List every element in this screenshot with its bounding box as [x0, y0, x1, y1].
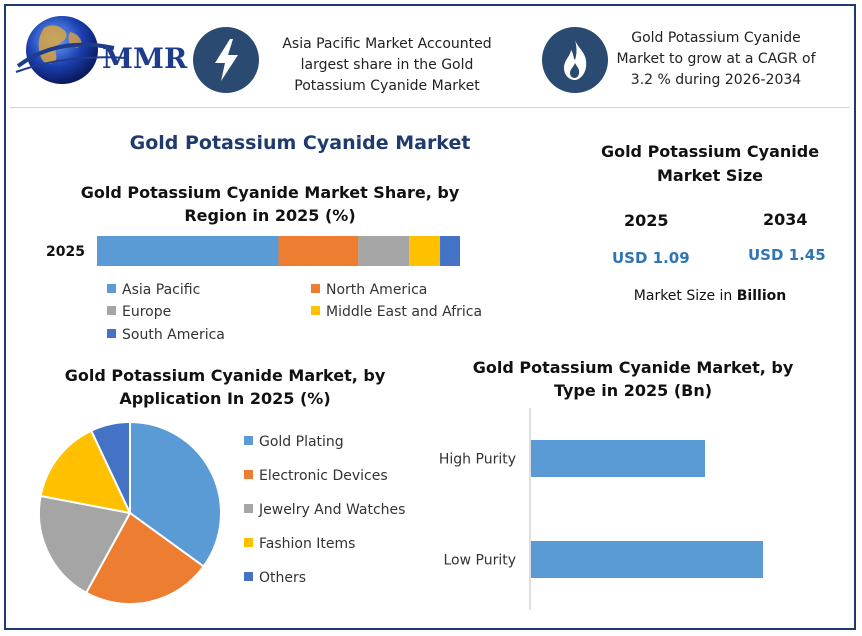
- header-divider: [10, 107, 850, 108]
- fact1-line: Potassium Cyanide Market: [294, 78, 480, 94]
- legend-label: Jewelry And Watches: [259, 502, 406, 518]
- bar-segment-middle-east-and-africa: [409, 236, 441, 266]
- type-title-line: Type in 2025 (Bn): [553, 381, 713, 400]
- type-category-label: High Purity: [439, 452, 516, 468]
- header-fact-cagr: Gold Potassium Cyanide Market to grow at…: [610, 28, 822, 91]
- legend-swatch: [244, 436, 253, 445]
- main-title: Gold Potassium Cyanide Market: [129, 132, 471, 154]
- year-2034-label: 2034: [763, 210, 808, 229]
- size-note-prefix: Market Size in: [633, 288, 737, 304]
- legend-item-europe: Europe: [107, 304, 171, 320]
- region-stacked-bar-chart: 2025: [46, 236, 460, 266]
- region-title-line: Gold Potassium Cyanide Market Share, by: [80, 183, 460, 202]
- legend-swatch: [244, 538, 253, 547]
- application-title-line: Application In 2025 (%): [119, 389, 331, 408]
- bar-segment-asia-pacific: [97, 236, 279, 266]
- legend-item-gold-plating: Gold Plating: [244, 434, 344, 450]
- application-pie-chart: [38, 420, 222, 605]
- legend-swatch: [107, 329, 116, 338]
- legend-item-fashion-items: Fashion Items: [244, 536, 355, 552]
- legend-item-electronic-devices: Electronic Devices: [244, 468, 388, 484]
- legend-item-asia-pacific: Asia Pacific: [107, 282, 200, 298]
- flame-icon: [542, 27, 608, 93]
- pie-slice-others: [89, 420, 131, 514]
- type-chart-title: Gold Potassium Cyanide Market, by Type i…: [470, 356, 796, 402]
- legend-label: Gold Plating: [259, 434, 344, 450]
- globe-icon: [15, 16, 127, 84]
- bar-segment-north-america: [278, 236, 359, 266]
- size-note-unit: Billion: [736, 288, 787, 304]
- legend-label: Europe: [122, 304, 172, 320]
- legend-swatch: [244, 470, 253, 479]
- bar-segment-south-america: [440, 236, 460, 266]
- application-chart-title: Gold Potassium Cyanide Market, by Applic…: [30, 364, 420, 410]
- header-fact-region: Asia Pacific Market Accounted largest sh…: [262, 34, 512, 97]
- legend-label: South America: [122, 327, 225, 343]
- legend-swatch: [107, 306, 116, 315]
- legend-label: Fashion Items: [259, 536, 356, 552]
- region-category-label: 2025: [46, 244, 85, 260]
- pie-slice-electronic-devices: [84, 511, 206, 605]
- legend-item-others: Others: [244, 570, 306, 586]
- pie-slice-gold-plating: [129, 420, 222, 568]
- logo-text: MMR: [102, 42, 188, 75]
- legend-label: Electronic Devices: [259, 468, 388, 484]
- type-category-label: Low Purity: [443, 553, 516, 569]
- legend-label: Others: [259, 570, 307, 586]
- lightning-icon: [193, 27, 259, 93]
- fact1-line: Asia Pacific Market Accounted: [282, 36, 492, 52]
- application-title-line: Gold Potassium Cyanide Market, by: [64, 366, 386, 385]
- legend-swatch: [311, 284, 320, 293]
- type-bar-high-purity: [531, 440, 705, 477]
- value-2034: USD 1.45: [748, 246, 826, 264]
- fact2-line: Gold Potassium Cyanide: [631, 30, 801, 46]
- market-size-title: Gold Potassium Cyanide Market Size: [590, 140, 830, 188]
- type-title-line: Gold Potassium Cyanide Market, by: [472, 358, 794, 377]
- bar-segment-europe: [358, 236, 410, 266]
- value-2025: USD 1.09: [612, 249, 690, 267]
- fact1-line: largest share in the Gold: [300, 57, 474, 73]
- size-title-line: Gold Potassium Cyanide: [600, 142, 820, 161]
- region-title-line: Region in 2025 (%): [184, 206, 356, 225]
- legend-item-jewelry-and-watches: Jewelry And Watches: [244, 502, 405, 518]
- legend-swatch: [107, 284, 116, 293]
- infographic-frame: [4, 4, 856, 630]
- year-2025-label: 2025: [624, 211, 669, 230]
- size-title-line: Market Size: [656, 166, 764, 185]
- legend-item-south-america: South America: [107, 327, 225, 343]
- legend-item-north-america: North America: [311, 282, 427, 298]
- type-bar-low-purity: [531, 541, 763, 578]
- legend-swatch: [311, 306, 320, 315]
- legend-label: Asia Pacific: [122, 282, 201, 298]
- legend-item-middle-east-and-africa: Middle East and Africa: [311, 304, 482, 320]
- mmr-logo: MMR: [14, 12, 187, 88]
- fact2-line: Market to grow at a CAGR of: [616, 51, 816, 67]
- legend-label: North America: [326, 282, 428, 298]
- legend-swatch: [244, 504, 253, 513]
- market-size-note: Market Size in Billion: [590, 288, 830, 304]
- region-chart-title: Gold Potassium Cyanide Market Share, by …: [60, 181, 480, 227]
- pie-slice-jewelry-and-watches: [38, 494, 132, 595]
- fact2-line: 3.2 % during 2026-2034: [630, 72, 802, 88]
- legend-swatch: [244, 572, 253, 581]
- legend-label: Middle East and Africa: [326, 304, 483, 320]
- pie-slice-fashion-items: [39, 429, 132, 515]
- type-bar-chart: High Purity Low Purity: [439, 408, 763, 610]
